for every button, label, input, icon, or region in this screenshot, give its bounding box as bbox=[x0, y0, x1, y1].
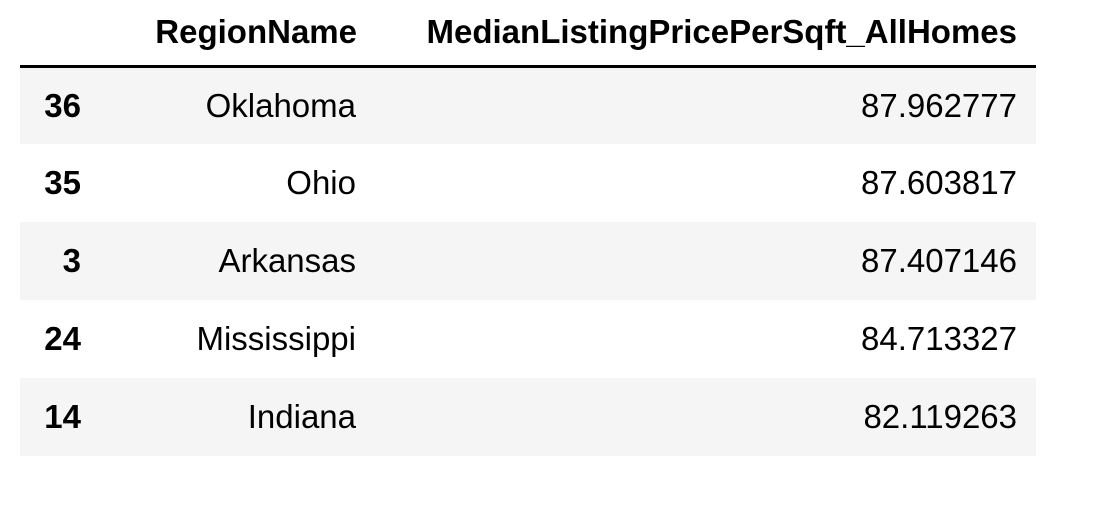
table-row: 14 Indiana 82.119263 bbox=[20, 378, 1036, 456]
table-header: RegionName MedianListingPricePerSqft_All… bbox=[20, 0, 1036, 68]
row-index: 14 bbox=[44, 398, 81, 435]
row-index: 36 bbox=[44, 86, 81, 124]
table-row: 3 Arkansas 87.407146 bbox=[20, 222, 1036, 300]
region-name-cell: Mississippi bbox=[196, 320, 356, 357]
median-price-column-header: MedianListingPricePerSqft_AllHomes bbox=[357, 0, 1036, 68]
median-price-cell: 82.119263 bbox=[863, 398, 1017, 435]
median-price-cell: 87.962777 bbox=[861, 86, 1017, 124]
median-price-cell: 87.603817 bbox=[861, 164, 1017, 201]
index-column-header bbox=[20, 0, 99, 68]
region-name-column-header: RegionName bbox=[99, 0, 357, 68]
dataframe-table: RegionName MedianListingPricePerSqft_All… bbox=[20, 0, 1036, 456]
median-price-cell: 87.407146 bbox=[861, 242, 1017, 279]
row-index: 3 bbox=[62, 242, 81, 279]
region-name-cell: Oklahoma bbox=[205, 86, 356, 124]
table-row: 36 Oklahoma 87.962777 bbox=[20, 66, 1036, 144]
region-name-cell: Indiana bbox=[247, 398, 356, 435]
table-row: 35 Ohio 87.603817 bbox=[20, 144, 1036, 222]
row-index: 35 bbox=[44, 164, 81, 201]
header-row: RegionName MedianListingPricePerSqft_All… bbox=[20, 0, 1036, 68]
median-price-cell: 84.713327 bbox=[861, 320, 1017, 357]
region-name-cell: Arkansas bbox=[218, 242, 356, 279]
dataframe-output: RegionName MedianListingPricePerSqft_All… bbox=[20, 0, 1036, 456]
table-row: 24 Mississippi 84.713327 bbox=[20, 300, 1036, 378]
row-index: 24 bbox=[44, 320, 81, 357]
table-body: 36 Oklahoma 87.962777 35 Ohio 87.603817 … bbox=[20, 66, 1036, 456]
region-name-cell: Ohio bbox=[286, 164, 356, 201]
